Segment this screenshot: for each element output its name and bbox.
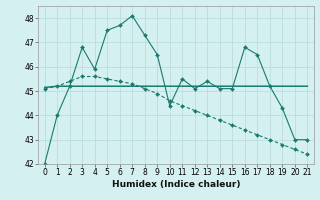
X-axis label: Humidex (Indice chaleur): Humidex (Indice chaleur) <box>112 180 240 189</box>
